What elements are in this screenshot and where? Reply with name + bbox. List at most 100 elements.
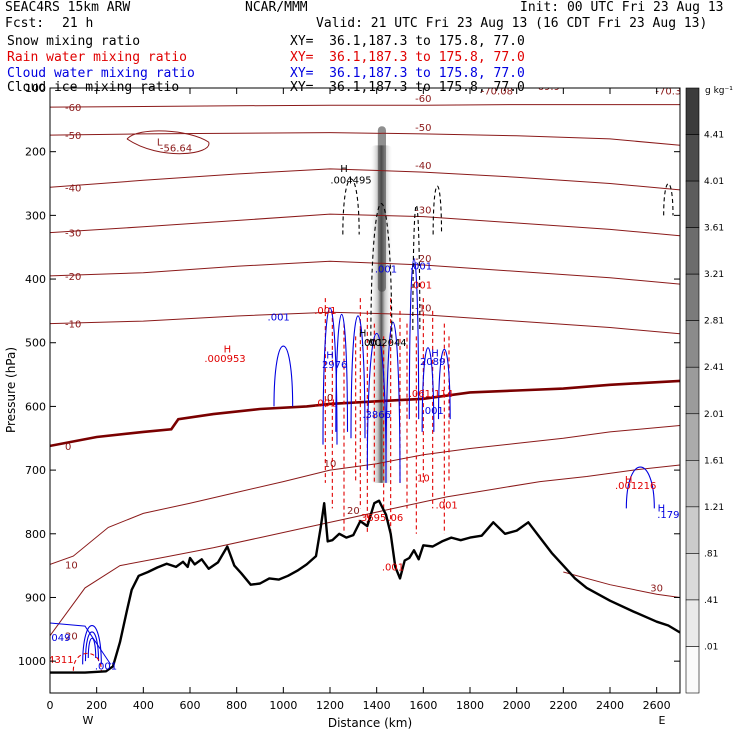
contour-value-label: .001216 [615, 481, 656, 492]
temperature-contour-label: -20 [415, 254, 431, 265]
contour-value-label: .114 [431, 389, 453, 400]
contour-value-label: -70.08 [481, 86, 513, 97]
colorbar-unit: g kg⁻¹ [705, 86, 733, 96]
y-tick-label: 1000 [18, 655, 46, 668]
contour-value-label: .001 [382, 563, 404, 574]
extremum-mark: H [431, 349, 439, 360]
y-axis-title: Pressure (hPa) [4, 347, 18, 433]
y-tick-label: 500 [25, 337, 46, 350]
field-xy-cloud-water: XY= 36.1,187.3 to 175.8, 77.0 [290, 66, 525, 81]
y-tick-label: 400 [25, 273, 46, 286]
forecast-label: Fcst: [5, 16, 45, 31]
colorbar: 4.41 4.01 3.61 3.21 2.81 2.41 2.01 1.61 1.21 .81.… [685, 87, 724, 694]
terrain-line [50, 499, 680, 674]
colorbar-label: 2.81 [704, 317, 724, 327]
colorbar-bin [685, 599, 700, 647]
contour-value-label: 10 [417, 474, 430, 485]
x-tick-label: 200 [86, 699, 107, 712]
ice-core-max [377, 126, 386, 292]
temperature-contour-label: 0 [327, 393, 333, 404]
contour-value-label: .001 [422, 406, 444, 417]
colorbar-label: 1.21 [704, 503, 724, 513]
hydrometeor-contour [421, 347, 435, 432]
contour-value-label: .001 [314, 306, 336, 317]
x-axis-title: Distance (km) [328, 716, 412, 730]
x-tick-label: 800 [226, 699, 247, 712]
temperature-contour-label: -50 [415, 123, 431, 134]
temperature-contour-label: 10 [324, 459, 337, 470]
temperature-contour-label: -10 [65, 320, 81, 331]
hydrometeor-contour [625, 466, 655, 509]
model-title: SEAC4RS 15km ARW [5, 0, 131, 15]
x-tick-label: 2600 [643, 699, 671, 712]
hydrometeor-contour [72, 653, 102, 671]
field-xy-rain: XY= 36.1,187.3 to 175.8, 77.0 [290, 50, 525, 65]
hydrometeor-contour [87, 637, 97, 658]
temperature-contour-label: -60 [415, 94, 431, 105]
contour-value-label: 2976 [322, 360, 347, 371]
field-name-cloud-water: Cloud water mixing ratio [7, 66, 195, 81]
colorbar-bin [685, 460, 700, 508]
temperature-contour [50, 425, 680, 565]
y-tick-label: 700 [25, 464, 46, 477]
colorbar-label: 4.01 [704, 177, 724, 187]
x-tick-label: 1400 [363, 699, 391, 712]
contour-value-label: .179 [657, 510, 679, 521]
colorbar-label: 2.41 [704, 363, 724, 373]
temperature-contour-label: 20 [347, 506, 360, 517]
temperature-contour-label: -10 [415, 304, 431, 315]
hydrometeor-contour [335, 314, 349, 432]
extremum-mark: H [224, 344, 232, 355]
colorbar-label: .01 [704, 642, 718, 652]
contour-value-label: .4311 [45, 655, 74, 666]
temperature-contour-label: 0 [65, 442, 71, 453]
hydrometeor-contour [437, 349, 451, 420]
x-tick-label: 2000 [503, 699, 531, 712]
contour-value-label: .3695 [358, 513, 387, 524]
extremum-mark: H [359, 328, 367, 339]
contour-value-label: .001 [410, 281, 432, 292]
hydrometeor-contour [273, 345, 294, 407]
temperature-contour [50, 464, 680, 636]
colorbar-bin [685, 646, 700, 694]
mixing-ratio-shading [369, 126, 393, 483]
extremum-mark: H [326, 351, 334, 362]
temperature-contour [50, 260, 680, 285]
colorbar-bin [685, 134, 700, 182]
colorbar-bin [685, 87, 700, 135]
colorbar-bin [685, 553, 700, 601]
x-tick-label: 2400 [596, 699, 624, 712]
y-tick-label: 100 [25, 82, 46, 95]
temperature-contour [50, 379, 680, 448]
colorbar-label: 1.61 [704, 456, 724, 466]
y-tick-label: 300 [25, 209, 46, 222]
contour-value-label: .001 [95, 661, 117, 672]
temperature-contour-label: -40 [415, 161, 431, 172]
terrain-profile [50, 499, 680, 674]
axes: 0 200 400 600 800 1000 1200 1400 1600 1800 2000 220… [18, 82, 680, 712]
colorbar-bin [685, 180, 700, 228]
contour-value-label: .001 [314, 398, 336, 409]
contour-value-label: -69.9 [534, 82, 560, 93]
colorbar-label: 3.21 [704, 270, 724, 280]
hydrometeor-contours [50, 130, 674, 671]
hydrometeor-contour [385, 321, 401, 483]
temperature-min-contour [126, 130, 210, 155]
contour-labels: -56.64-70.08 -69.9 -70.3.004495.001.001.00… [45, 82, 681, 672]
init-time: Init: 00 UTC Fri 23 Aug 13 [520, 0, 724, 15]
contour-value-label: .061 [409, 389, 431, 400]
hydrometeor-contour [412, 204, 421, 331]
contour-value-label: -70.3 [655, 86, 681, 97]
contour-value-label: .001 [268, 312, 290, 323]
temperature-contour-label: 30 [650, 583, 663, 594]
x-tick-label: 1000 [269, 699, 297, 712]
contour-value-label: .001 [410, 262, 432, 273]
temperature-contour [50, 104, 680, 108]
temperature-contour [50, 311, 680, 335]
east-label: E [659, 714, 666, 727]
field-xy-snow: XY= 36.1,187.3 to 175.8, 77.0 [290, 34, 525, 49]
x-tick-label: 2200 [549, 699, 577, 712]
temperature-contour [50, 213, 680, 237]
hydrometeor-contour [342, 178, 360, 235]
